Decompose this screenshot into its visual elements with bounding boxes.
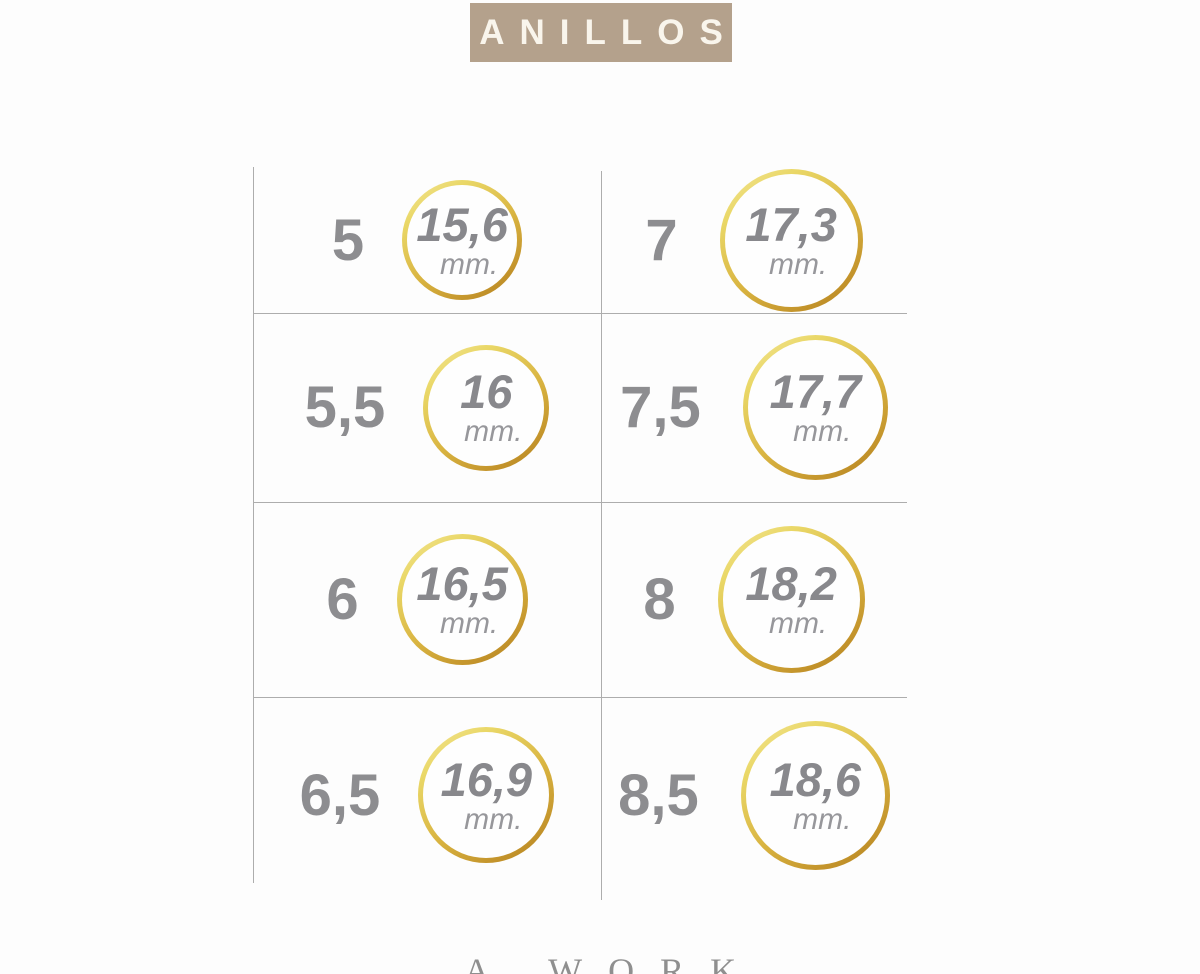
gold-ring-icon: 17,7 mm. (742, 335, 888, 480)
gold-ring-icon: 15,6 mm. (402, 180, 523, 300)
table-cell-size-7: 7 17,3 mm. (601, 167, 907, 313)
ring-diameter-unit: mm. (439, 247, 499, 281)
gold-ring-icon: 16,9 mm. (418, 727, 555, 863)
ring-inner-disc: 16,5 mm. (401, 539, 523, 660)
ring-size-label: 6,5 (299, 762, 381, 828)
ring-diameter-value: 18,6 (769, 752, 862, 806)
ring-diameter-unit: mm. (464, 802, 523, 836)
ring-size-label: 5 (331, 207, 365, 273)
table-cell-size-7-5: 7,5 17,7 mm. (601, 313, 907, 502)
table-cell-size-8: 8 18,2 mm. (601, 502, 907, 697)
ring-diameter-value: 17,3 (745, 197, 837, 251)
table-cell-size-6-5: 6,5 16,9 mm. (253, 697, 601, 893)
table-cell-size-5-5: 5,5 16 mm. (253, 313, 601, 502)
ring-inner-disc: 18,2 mm. (722, 531, 860, 668)
table-grid-vline-left (253, 167, 254, 883)
ring-size-label: 8 (643, 567, 676, 632)
table-cell-size-6: 6 16,5 mm. (253, 502, 601, 697)
ring-diameter-value: 17,7 (769, 365, 862, 418)
ring-diameter-value: 18,2 (745, 557, 837, 610)
ring-diameter-value: 16 (460, 365, 513, 418)
ring-size-label: 7,5 (620, 375, 701, 440)
table-cell-size-8-5: 8,5 18,6 mm. (601, 697, 907, 893)
ring-inner-disc: 15,6 mm. (407, 185, 518, 295)
table-grid-hline-3 (253, 697, 907, 698)
table-cell-size-5: 5 15,6 mm. (253, 167, 601, 313)
ring-diameter-value: 15,6 (416, 197, 508, 251)
ring-diameter-unit: mm. (768, 247, 828, 281)
brand-wordmark: A WORK (463, 951, 763, 974)
ring-size-label: 8,5 (618, 762, 699, 828)
gold-ring-icon: 16 mm. (423, 344, 550, 471)
table-grid-hline-2 (253, 502, 907, 503)
table-grid-hline-1 (253, 313, 907, 314)
ring-inner-disc: 18,6 mm. (745, 725, 885, 865)
ring-diameter-unit: mm. (464, 415, 523, 448)
gold-ring-icon: 18,2 mm. (717, 526, 865, 673)
page-title: ANILLOS (479, 12, 738, 52)
ring-size-label: 6 (326, 567, 359, 632)
footer: A WORK (0, 950, 1200, 974)
ring-inner-disc: 16,9 mm. (423, 732, 550, 858)
gold-ring-icon: 16,5 mm. (396, 534, 528, 665)
header-banner: ANILLOS (470, 3, 732, 62)
table-grid-vline-middle (601, 171, 602, 900)
gold-ring-icon: 18,6 mm. (740, 720, 890, 870)
ring-diameter-value: 16,9 (440, 752, 533, 806)
ring-inner-disc: 16 mm. (428, 349, 545, 466)
ring-diameter-unit: mm. (793, 415, 852, 448)
gold-ring-icon: 17,3 mm. (719, 168, 863, 312)
ring-diameter-unit: mm. (793, 802, 852, 836)
ring-size-label: 5,5 (304, 375, 386, 440)
ring-diameter-unit: mm. (439, 607, 499, 640)
ring-diameter-unit: mm. (768, 607, 828, 640)
ring-inner-disc: 17,3 mm. (724, 173, 858, 307)
ring-inner-disc: 17,7 mm. (747, 340, 883, 475)
ring-diameter-value: 16,5 (416, 557, 508, 610)
ring-size-label: 7 (645, 207, 678, 273)
